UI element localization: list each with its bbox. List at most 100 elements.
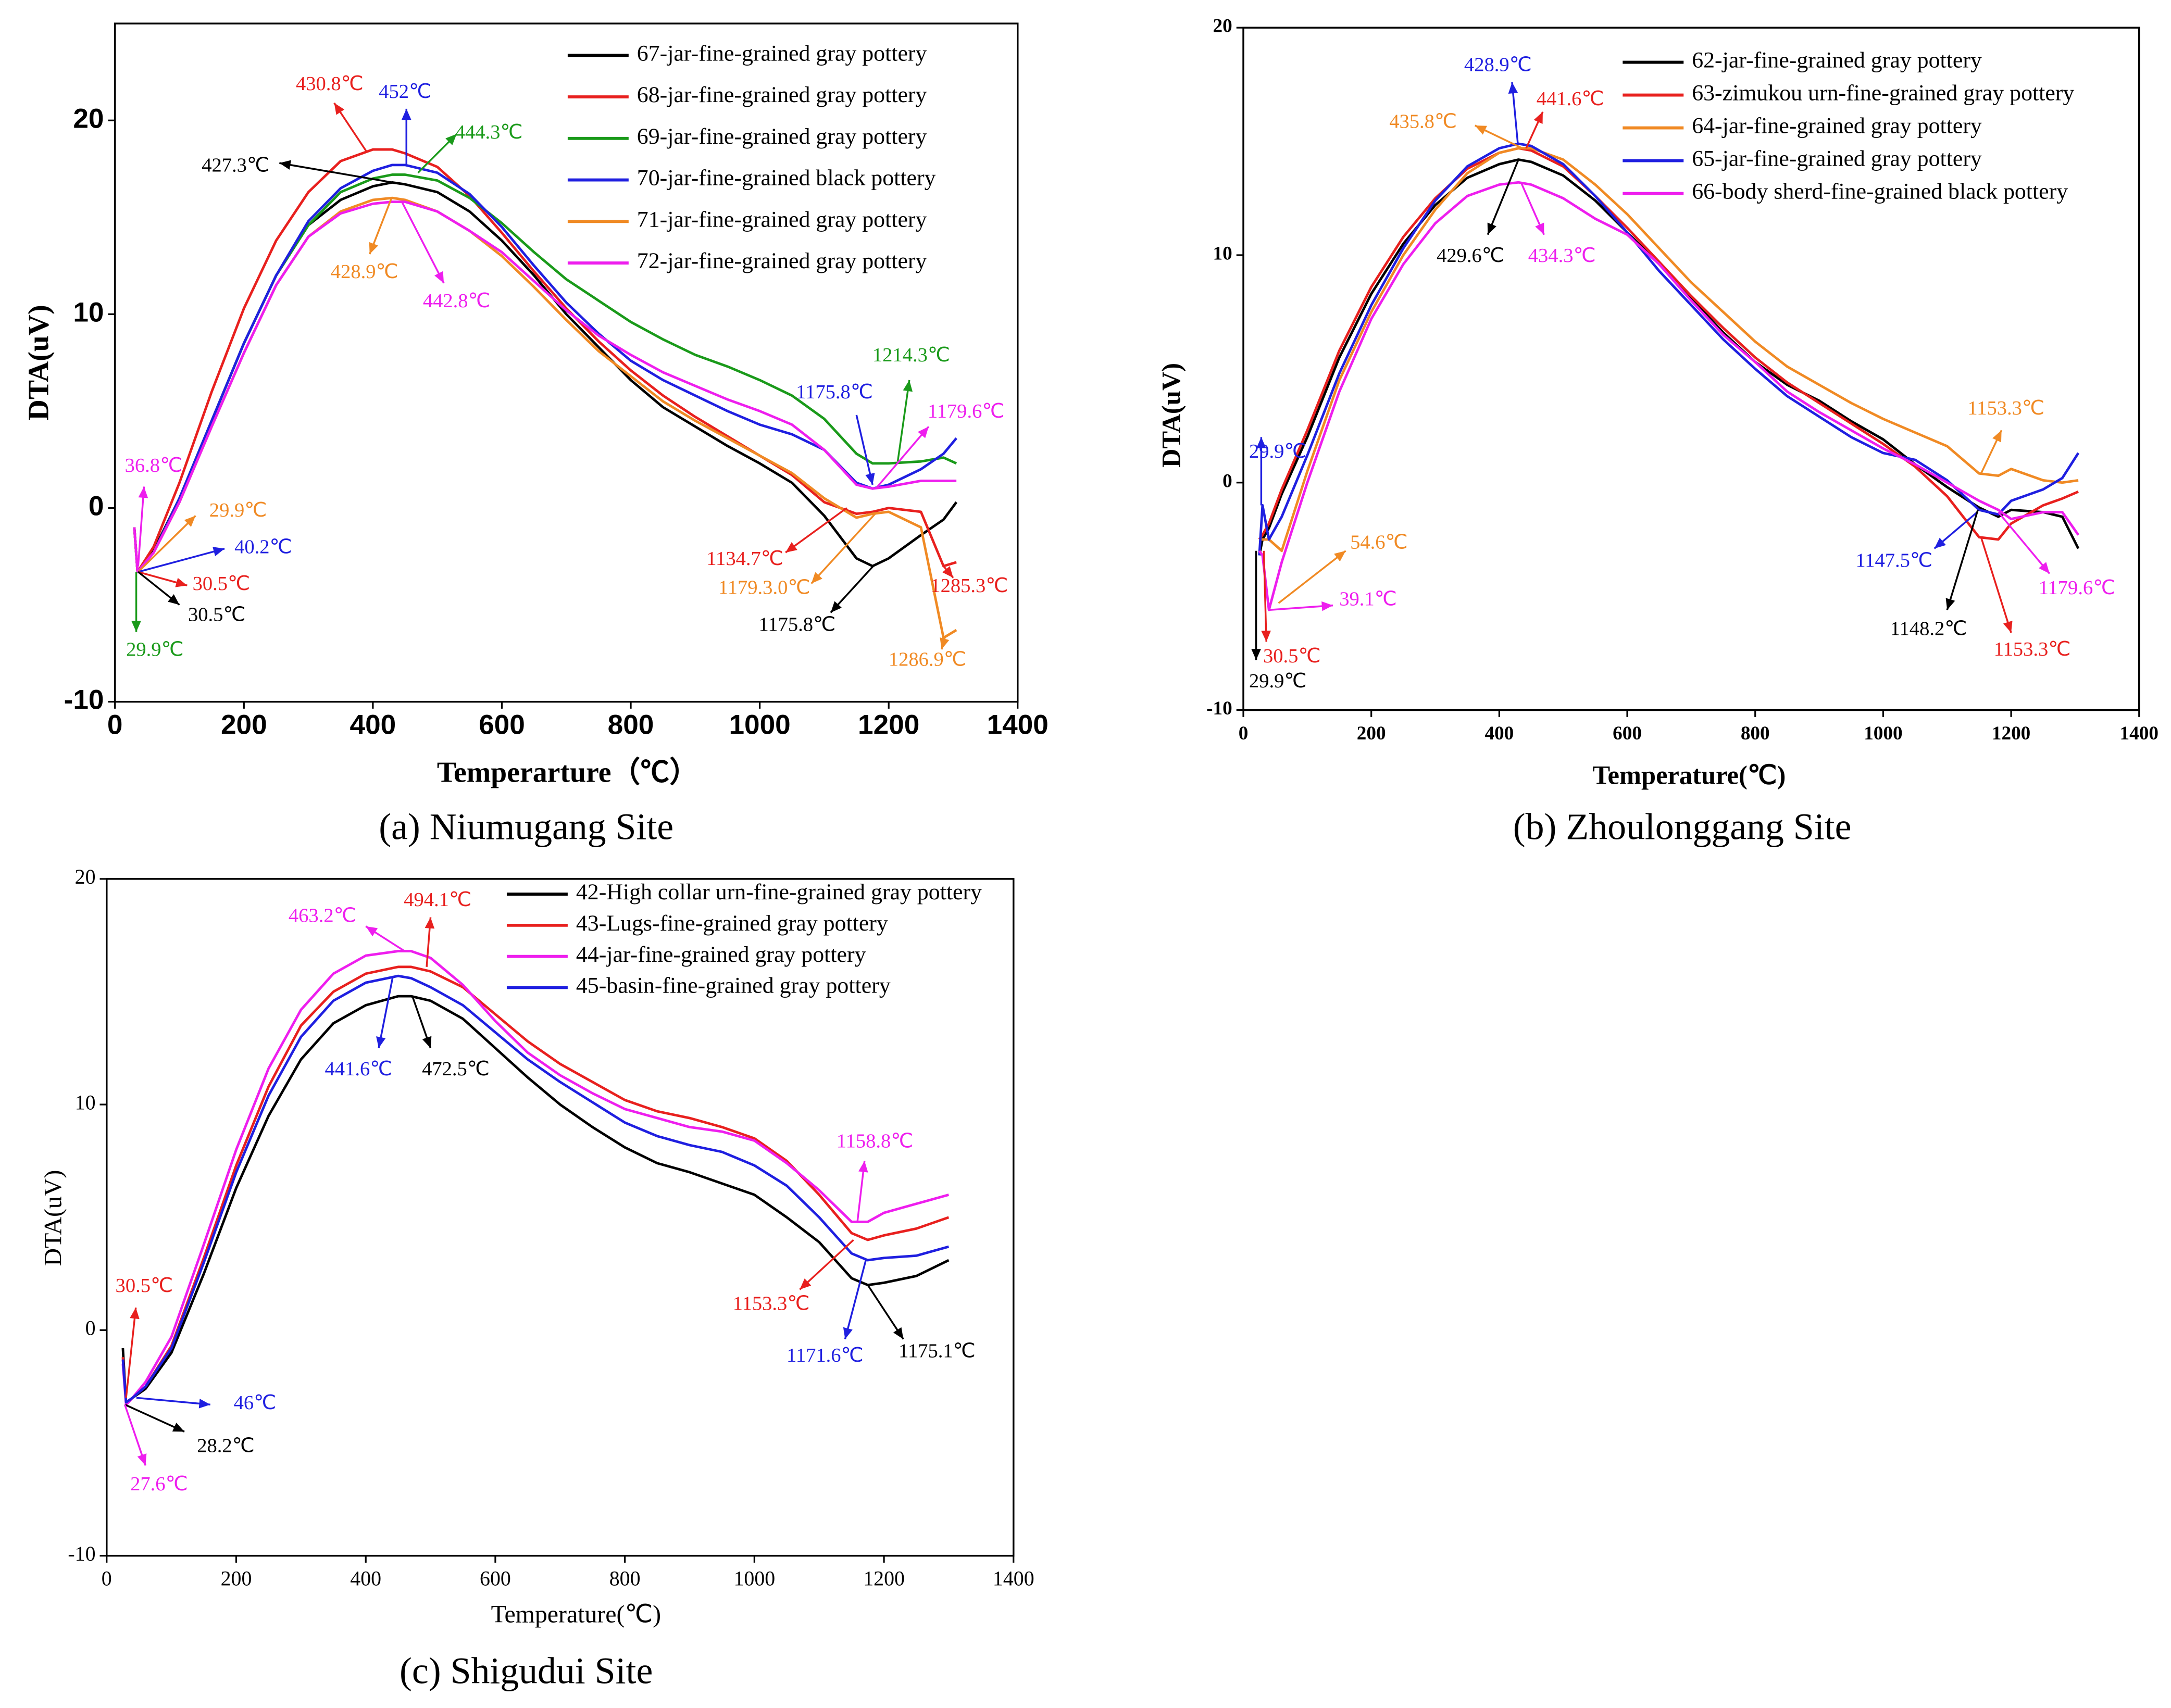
y-axis-label: DTA(uV) xyxy=(39,1170,67,1266)
y-tick-label: 0 xyxy=(85,1316,96,1340)
annotation: 1158.8℃ xyxy=(837,1131,914,1152)
annotation: 1179.6℃ xyxy=(2039,577,2116,599)
x-tick-label: 1200 xyxy=(1992,723,2030,744)
annotation: 29.9℃ xyxy=(209,499,267,521)
caption: (c) Shigudui Site xyxy=(400,1650,653,1692)
x-tick-label: 600 xyxy=(1613,723,1642,744)
series-line xyxy=(121,950,950,1406)
arrow-head xyxy=(865,473,875,485)
annotation-arrow xyxy=(799,1239,854,1290)
annotation-arrow xyxy=(125,1307,137,1398)
annotation-arrow xyxy=(1998,511,2051,574)
arrow-head xyxy=(1487,222,1496,235)
legend-label: 63-zimukou urn-fine-grained gray pottery xyxy=(1692,81,2074,106)
chart: 0 200 400 600 800 1000 1200 1400-1001020Tempera… xyxy=(1157,16,2158,848)
x-tick-label: 800 xyxy=(1741,723,1770,744)
annotation-arrow xyxy=(378,975,394,1049)
annotation: 494.1℃ xyxy=(404,889,471,911)
legend-label: 45-basin-fine-grained gray pottery xyxy=(576,973,891,998)
annotation: 30.5℃ xyxy=(193,573,251,595)
arrow-head xyxy=(1475,125,1487,135)
annotation-arrow xyxy=(138,547,225,573)
y-tick-label: -10 xyxy=(68,1542,95,1565)
plot-frame xyxy=(114,22,1019,703)
annotation: 1147.5℃ xyxy=(1855,549,1932,571)
y-tick-label: 10 xyxy=(1213,243,1232,265)
arrow-head xyxy=(369,242,379,255)
annotation-arrow xyxy=(279,162,393,184)
annotation: 39.1℃ xyxy=(1339,588,1397,610)
legend-label: 70-jar-fine-grained black pottery xyxy=(637,166,936,191)
series-line xyxy=(1258,147,2079,541)
x-tick-label: 800 xyxy=(608,710,654,740)
annotation: 1175.8℃ xyxy=(796,381,873,403)
annotation: 27.6℃ xyxy=(130,1473,188,1495)
annotation: 435.8℃ xyxy=(1389,110,1457,132)
series-line xyxy=(121,974,950,1404)
series-line xyxy=(133,148,957,573)
arrow-head xyxy=(903,380,913,392)
arrow-head xyxy=(168,594,180,605)
annotation: 441.6℃ xyxy=(325,1058,393,1080)
y-tick-label: 10 xyxy=(73,297,104,328)
series-line xyxy=(1258,142,2080,556)
x-tick-label: 1000 xyxy=(729,710,790,740)
chart: 0 200 400 600 800 1000 1200 1400-1001020Tempera… xyxy=(23,22,1049,847)
annotation-arrow xyxy=(810,513,876,584)
x-tick-label: 600 xyxy=(479,710,525,740)
arrow-head xyxy=(1934,537,1946,549)
legend-label: 71-jar-fine-grained gray pottery xyxy=(637,207,927,232)
x-tick-label: 1400 xyxy=(993,1567,1034,1590)
annotation: 472.5℃ xyxy=(422,1058,490,1080)
annotation-arrow xyxy=(136,1397,210,1406)
annotation-arrow xyxy=(1263,550,1267,642)
x-tick-label: 400 xyxy=(350,710,396,740)
arrow-head xyxy=(366,926,378,937)
annotation: 428.9℃ xyxy=(331,261,398,283)
x-tick-label: 200 xyxy=(1357,723,1386,744)
legend-label: 64-jar-fine-grained gray pottery xyxy=(1692,114,1982,139)
annotation: 30.5℃ xyxy=(188,604,246,626)
series-line xyxy=(133,164,958,573)
annotation: 36.8℃ xyxy=(125,455,183,476)
legend-label: 44-jar-fine-grained gray pottery xyxy=(576,942,866,967)
y-tick-label: 20 xyxy=(75,865,96,888)
annotation: 1153.3℃ xyxy=(1994,638,2071,660)
caption: (a) Niumugang Site xyxy=(379,806,673,847)
plot-frame xyxy=(106,878,1015,1557)
x-tick-label: 1200 xyxy=(863,1567,905,1590)
annotation: 1153.3℃ xyxy=(733,1293,810,1315)
annotation: 452℃ xyxy=(379,81,431,103)
arrow-head xyxy=(137,1453,147,1466)
arrow-head xyxy=(785,542,797,553)
annotation: 444.3℃ xyxy=(455,121,523,143)
legend-label: 43-Lugs-fine-grained gray pottery xyxy=(576,911,888,936)
arrow-head xyxy=(858,1161,868,1173)
legend-label: 66-body sherd-fine-grained black pottery xyxy=(1692,179,2068,204)
annotation: 40.2℃ xyxy=(234,536,292,558)
arrow-head xyxy=(843,1327,853,1339)
arrow-head xyxy=(445,134,457,145)
annotation: 441.6℃ xyxy=(1537,88,1604,110)
annotation-arrow xyxy=(785,507,847,554)
y-axis-label: DTA(uV) xyxy=(1157,363,1186,468)
arrow-head xyxy=(334,103,345,115)
legend-label: 69-jar-fine-grained gray pottery xyxy=(637,124,927,149)
arrow-head xyxy=(172,1423,185,1432)
arrow-head xyxy=(279,160,291,170)
series-line xyxy=(1258,158,2080,556)
arrow-head xyxy=(213,547,225,557)
annotation: 463.2℃ xyxy=(289,905,356,926)
y-tick-label: 10 xyxy=(75,1090,96,1114)
annotation: 442.8℃ xyxy=(423,290,491,312)
x-axis-label: Temperature(℃) xyxy=(491,1601,662,1628)
x-tick-label: 1000 xyxy=(733,1567,775,1590)
annotation: 29.9℃ xyxy=(1249,441,1307,462)
annotation-arrow xyxy=(401,201,445,284)
annotation: 46℃ xyxy=(234,1392,277,1414)
arrow-head xyxy=(942,566,953,578)
x-tick-label: 1000 xyxy=(1864,723,1902,744)
annotation: 1286.9℃ xyxy=(889,648,966,670)
series-line xyxy=(1259,147,2079,552)
